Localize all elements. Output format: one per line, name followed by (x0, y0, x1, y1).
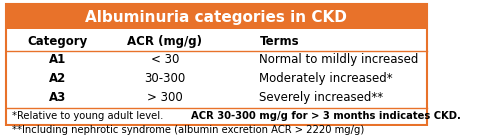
Text: ACR (mg/g): ACR (mg/g) (127, 35, 202, 48)
FancyBboxPatch shape (6, 4, 427, 29)
Text: A3: A3 (49, 91, 66, 104)
Text: A1: A1 (49, 53, 66, 66)
Text: Normal to mildly increased: Normal to mildly increased (259, 53, 419, 66)
Text: > 300: > 300 (147, 91, 183, 104)
Text: Terms: Terms (259, 35, 299, 48)
Text: 30-300: 30-300 (144, 72, 185, 85)
FancyBboxPatch shape (6, 4, 427, 125)
Text: A2: A2 (49, 72, 66, 85)
Text: Moderately increased*: Moderately increased* (259, 72, 393, 85)
Text: Category: Category (27, 35, 87, 48)
Text: ACR 30-300 mg/g for > 3 months indicates CKD.: ACR 30-300 mg/g for > 3 months indicates… (191, 111, 461, 121)
Text: *Relative to young adult level.: *Relative to young adult level. (12, 111, 170, 121)
Text: **Including nephrotic syndrome (albumin excretion ACR > 2220 mg/g): **Including nephrotic syndrome (albumin … (12, 125, 365, 135)
Text: Albuminuria categories in CKD: Albuminuria categories in CKD (85, 10, 347, 24)
Text: < 30: < 30 (150, 53, 179, 66)
Text: Severely increased**: Severely increased** (259, 91, 384, 104)
